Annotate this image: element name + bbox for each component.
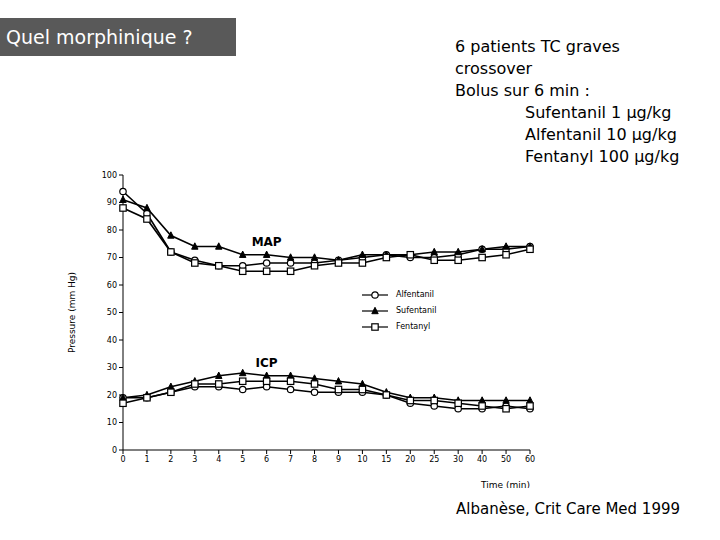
svg-text:Pressure (mm Hg): Pressure (mm Hg) bbox=[67, 272, 77, 353]
html-text:Fentanyl 100 µg/kg: Fentanyl 100 µg/kg bbox=[525, 147, 680, 166]
svg-text:50: 50 bbox=[501, 455, 511, 464]
svg-text:60: 60 bbox=[525, 455, 535, 464]
html-text:crossover: crossover bbox=[455, 59, 533, 78]
svg-text:0: 0 bbox=[112, 446, 117, 455]
svg-text:40: 40 bbox=[107, 336, 117, 345]
svg-text:15: 15 bbox=[381, 455, 391, 464]
svg-text:0: 0 bbox=[120, 455, 125, 464]
html-text:Alfentanil 10 µg/kg: Alfentanil 10 µg/kg bbox=[525, 125, 677, 144]
svg-text:20: 20 bbox=[107, 391, 117, 400]
html-text:Bolus sur 6 min :: Bolus sur 6 min : bbox=[455, 81, 590, 100]
svg-text:10: 10 bbox=[107, 418, 117, 427]
svg-text:1: 1 bbox=[144, 455, 149, 464]
html-text:Quel morphinique ?: Quel morphinique ? bbox=[6, 26, 193, 48]
svg-text:30: 30 bbox=[107, 363, 117, 372]
svg-text:7: 7 bbox=[288, 455, 293, 464]
svg-text:2: 2 bbox=[168, 455, 173, 464]
svg-text:40: 40 bbox=[477, 455, 487, 464]
html-text:Albanèse, Crit Care Med 1999: Albanèse, Crit Care Med 1999 bbox=[456, 500, 681, 518]
svg-text:50: 50 bbox=[107, 308, 117, 317]
html-text:Alfentanil: Alfentanil bbox=[396, 290, 435, 299]
svg-text:25: 25 bbox=[429, 455, 439, 464]
html-text:6 patients TC graves: 6 patients TC graves bbox=[455, 37, 620, 56]
svg-text:100: 100 bbox=[102, 171, 117, 180]
svg-text:20: 20 bbox=[405, 455, 415, 464]
svg-text:3: 3 bbox=[192, 455, 197, 464]
svg-text:80: 80 bbox=[107, 226, 117, 235]
svg-text:8: 8 bbox=[312, 455, 317, 464]
html-text:Sufentanil 1 µg/kg: Sufentanil 1 µg/kg bbox=[525, 103, 672, 122]
svg-text:5: 5 bbox=[240, 455, 245, 464]
svg-text:ICP: ICP bbox=[256, 356, 278, 370]
svg-text:70: 70 bbox=[107, 253, 117, 262]
html-text:Fentanyl: Fentanyl bbox=[396, 322, 431, 331]
svg-text:30: 30 bbox=[453, 455, 463, 464]
svg-text:10: 10 bbox=[357, 455, 367, 464]
svg-text:4: 4 bbox=[216, 455, 221, 464]
html-text:Sufentanil: Sufentanil bbox=[396, 306, 437, 315]
svg-text:60: 60 bbox=[107, 281, 117, 290]
svg-text:Time (min): Time (min) bbox=[480, 480, 530, 488]
svg-text:9: 9 bbox=[336, 455, 341, 464]
svg-text:6: 6 bbox=[264, 455, 269, 464]
svg-text:90: 90 bbox=[107, 198, 117, 207]
svg-text:MAP: MAP bbox=[252, 235, 282, 249]
